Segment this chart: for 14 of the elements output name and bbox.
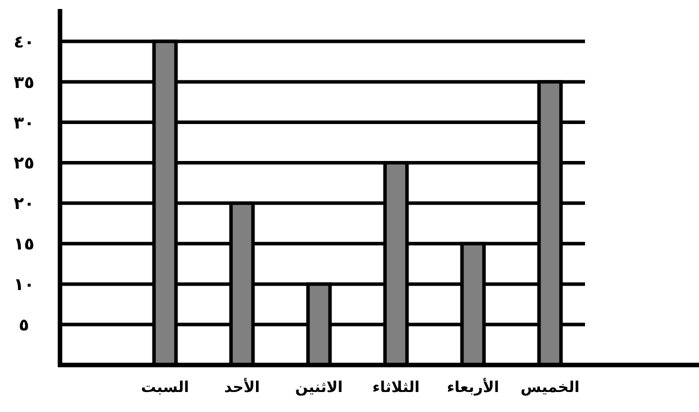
x-tick-label: الثلاثاء: [372, 378, 420, 396]
x-tick-label: الأربعاء: [446, 377, 500, 396]
x-tick-label: السبت: [140, 378, 190, 396]
y-tick-label: ١٠: [14, 275, 34, 296]
x-tick-label: الخميس: [520, 378, 580, 396]
y-tick-label: ٢٠: [14, 194, 34, 214]
y-tick-label: ٣٥: [14, 72, 34, 93]
y-tick-label: ٥: [18, 316, 30, 336]
y-tick-label: ٣٠: [14, 113, 34, 134]
x-tick-label: الاثنين: [295, 378, 343, 396]
x-tick-label: الأحد: [224, 377, 260, 396]
y-tick-label: ٤٠: [14, 32, 34, 52]
y-tick-label: ٢٥: [14, 154, 34, 174]
y-tick-label: ١٥: [14, 234, 34, 255]
